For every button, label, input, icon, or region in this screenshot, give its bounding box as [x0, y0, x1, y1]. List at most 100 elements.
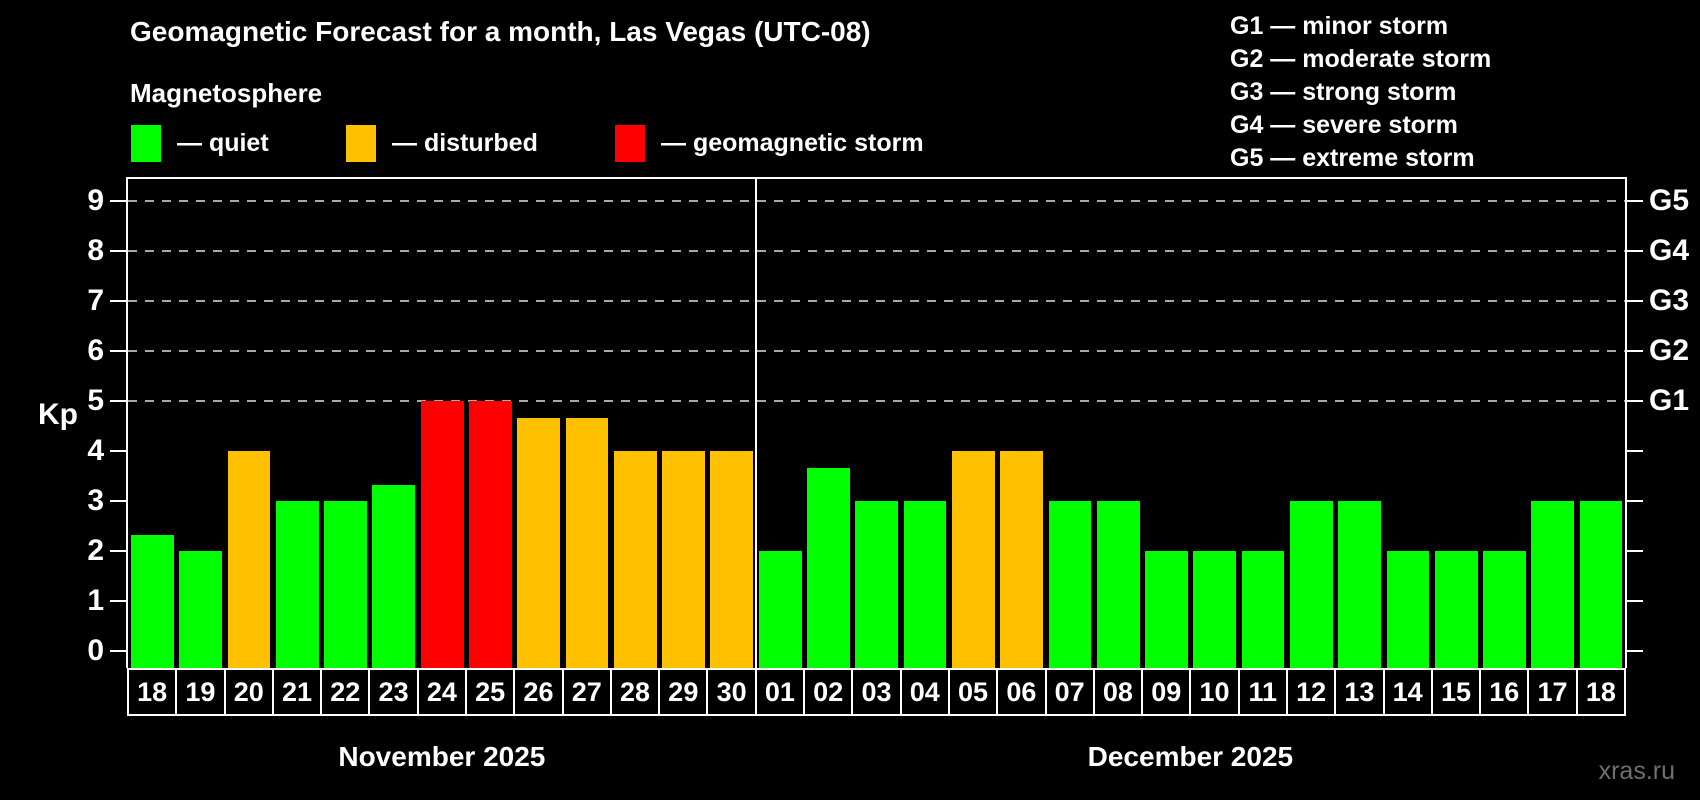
kp-bar-day-16 — [1483, 551, 1526, 668]
right-tick-kp-9 — [1627, 200, 1643, 202]
right-tick-kp-2 — [1627, 550, 1643, 552]
left-tick-kp-9 — [110, 200, 126, 202]
disturbed-color-swatch — [346, 124, 376, 162]
day-label-03: 03 — [851, 668, 902, 716]
kp-bar-day-27 — [565, 417, 609, 668]
kp-6-gridline — [128, 350, 1625, 352]
left-tick-kp-1 — [110, 600, 126, 602]
y-tick-label-2: 2 — [87, 534, 104, 567]
day-label-14: 14 — [1382, 668, 1433, 716]
kp-bar-day-11 — [1241, 551, 1285, 668]
left-tick-kp-3 — [110, 500, 126, 502]
kp-bar-day-23 — [372, 484, 416, 668]
kp-7-gridline — [128, 300, 1625, 302]
day-label-05: 05 — [947, 668, 999, 716]
kp-bar-day-28 — [613, 451, 657, 668]
day-label-18: 18 — [127, 668, 178, 716]
kp-bar-day-20 — [227, 451, 271, 668]
right-axis-line — [1625, 177, 1627, 668]
day-label-21: 21 — [271, 668, 323, 716]
y-tick-label-4: 4 — [87, 434, 104, 467]
storm-color-swatch — [615, 124, 645, 162]
legend-item-disturbed: — disturbed — [346, 122, 538, 164]
right-tick-kp-0 — [1627, 650, 1643, 652]
day-label-18: 18 — [1575, 668, 1626, 716]
kp-bar-day-08 — [1096, 501, 1140, 668]
legend-item-storm: — geomagnetic storm — [615, 122, 924, 164]
kp-bar-day-25 — [469, 401, 512, 668]
kp-bar-day-13 — [1338, 501, 1382, 668]
kp-bar-day-03 — [855, 501, 899, 668]
day-label-04: 04 — [899, 668, 950, 716]
right-tick-kp-3 — [1627, 500, 1643, 502]
plot-top-border — [126, 177, 1627, 179]
day-label-23: 23 — [368, 668, 419, 716]
y-tick-label-8: 8 — [87, 234, 104, 267]
kp-bar-day-06 — [1000, 451, 1043, 668]
left-tick-kp-4 — [110, 450, 126, 452]
day-label-26: 26 — [513, 668, 564, 716]
right-tick-kp-4 — [1627, 450, 1643, 452]
day-label-11: 11 — [1237, 668, 1288, 716]
kp-bar-day-17 — [1531, 501, 1575, 668]
g3-legend-line: G3 — strong storm — [1230, 78, 1457, 106]
day-label-07: 07 — [1044, 668, 1095, 716]
right-axis-label-g2: G2 — [1649, 334, 1690, 367]
left-tick-kp-5 — [110, 400, 126, 402]
y-axis-line — [126, 177, 128, 668]
legend-label-disturbed: — disturbed — [392, 128, 538, 157]
day-label-22: 22 — [320, 668, 371, 716]
day-label-19: 19 — [175, 668, 226, 716]
kp-bar-day-19 — [179, 551, 223, 668]
day-label-06: 06 — [996, 668, 1047, 716]
y-axis-title: Kp — [38, 398, 78, 431]
day-label-13: 13 — [1334, 668, 1385, 716]
y-tick-label-6: 6 — [87, 334, 104, 367]
y-tick-label-7: 7 — [87, 284, 104, 317]
day-label-08: 08 — [1092, 668, 1144, 716]
left-tick-kp-2 — [110, 550, 126, 552]
g2-legend-line: G2 — moderate storm — [1230, 45, 1492, 73]
day-label-28: 28 — [609, 668, 661, 716]
y-tick-label-3: 3 — [87, 484, 104, 517]
legend-item-quiet: — quiet — [131, 122, 269, 164]
month-separator-line — [755, 179, 757, 668]
watermark: xras.ru — [1598, 757, 1675, 785]
right-tick-kp-1 — [1627, 600, 1643, 602]
g5-legend-line: G5 — extreme storm — [1230, 144, 1475, 172]
page-title: Geomagnetic Forecast for a month, Las Ve… — [130, 16, 871, 47]
month-label-december: December 2025 — [1087, 741, 1294, 772]
kp-bar-day-15 — [1434, 551, 1478, 668]
right-tick-kp-7 — [1627, 300, 1643, 302]
day-label-25: 25 — [465, 668, 516, 716]
kp-bar-day-21 — [275, 501, 319, 668]
day-label-27: 27 — [561, 668, 612, 716]
kp-bar-day-09 — [1145, 551, 1188, 668]
right-tick-kp-5 — [1627, 400, 1643, 402]
left-tick-kp-7 — [110, 300, 126, 302]
y-tick-label-5: 5 — [87, 384, 104, 417]
right-tick-kp-8 — [1627, 250, 1643, 252]
y-tick-label-9: 9 — [87, 184, 104, 217]
kp-bar-day-14 — [1386, 551, 1430, 668]
quiet-color-swatch — [131, 124, 161, 162]
kp-5-gridline — [128, 400, 1625, 402]
kp-8-gridline — [128, 250, 1625, 252]
kp-bar-day-30 — [710, 451, 754, 668]
day-label-16: 16 — [1479, 668, 1530, 716]
day-label-01: 01 — [754, 668, 806, 716]
right-axis-label-g1: G1 — [1649, 384, 1690, 417]
day-label-12: 12 — [1285, 668, 1337, 716]
right-axis-label-g3: G3 — [1649, 284, 1690, 317]
kp-bar-day-26 — [517, 417, 561, 668]
g4-legend-line: G4 — severe storm — [1230, 111, 1458, 139]
g1-legend-line: G1 — minor storm — [1230, 12, 1449, 40]
kp-bar-day-24 — [420, 401, 464, 668]
left-tick-kp-0 — [110, 650, 126, 652]
day-label-24: 24 — [416, 668, 468, 716]
right-tick-kp-6 — [1627, 350, 1643, 352]
kp-bar-day-12 — [1289, 501, 1333, 668]
day-label-09: 09 — [1141, 668, 1192, 716]
day-label-30: 30 — [706, 668, 757, 716]
